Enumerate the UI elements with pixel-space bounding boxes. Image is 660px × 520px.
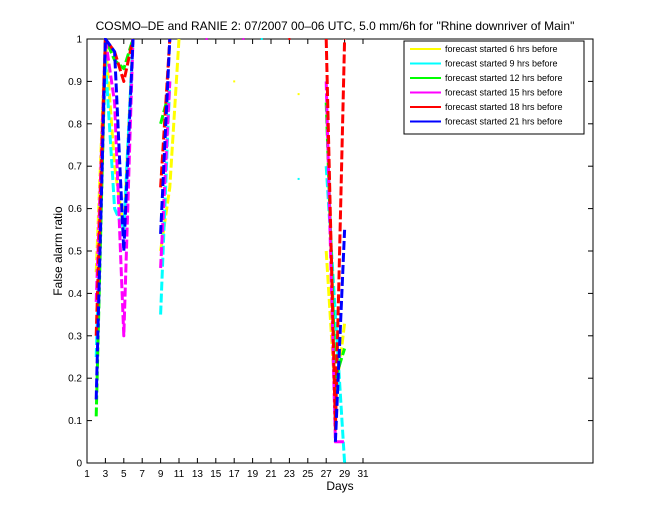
y-tick-label: 0: [76, 459, 82, 470]
series-group: [94, 38, 347, 464]
chart-title: COSMO–DE and RANIE 2: 07/2007 00–06 UTC,…: [96, 19, 575, 33]
x-tick-label: 21: [265, 469, 277, 480]
y-tick-label: 0.6: [68, 204, 82, 215]
y-tick-label: 1: [76, 35, 82, 46]
x-tick-label: 13: [192, 469, 204, 480]
axis-ticks: 1 3 5 7 9 11 13 15 17 19 21 23 25 27 29 3100.10.20.30.4…: [68, 35, 593, 480]
y-tick-label: 0.1: [68, 416, 82, 427]
series-point: [242, 38, 245, 40]
series-point: [297, 177, 300, 180]
x-tick-label: 5: [121, 469, 127, 480]
series-line: [159, 38, 172, 235]
y-tick-label: 0.2: [68, 374, 82, 385]
series-point: [233, 80, 236, 83]
series-line: [159, 81, 172, 269]
series-line: [159, 38, 181, 252]
x-tick-label: 7: [139, 469, 145, 480]
y-tick-label: 0.8: [68, 119, 82, 130]
x-tick-label: 29: [339, 469, 351, 480]
x-tick-label: 23: [284, 469, 296, 480]
x-axis-label: Days: [326, 479, 353, 493]
series-line: [333, 229, 347, 442]
x-tick-label: 11: [174, 469, 185, 480]
x-tick-label: 25: [302, 469, 314, 480]
legend-label: forecast started 15 hrs before: [445, 88, 563, 98]
x-tick-label: 31: [357, 469, 369, 480]
legend: forecast started 6 hrs before forecast st…: [403, 40, 585, 135]
series-6: [94, 38, 347, 442]
y-tick-label: 0.7: [68, 162, 82, 173]
y-axis-label: False alarm ratio: [51, 206, 65, 296]
series-line: [94, 38, 135, 400]
legend-label: forecast started 21 hrs before: [445, 117, 563, 127]
y-tick-label: 0.5: [68, 247, 82, 258]
y-tick-label: 0.4: [68, 289, 82, 300]
legend-box: [403, 40, 585, 135]
x-tick-label: 9: [158, 469, 164, 480]
data-series: [94, 38, 347, 464]
legend-label: forecast started 12 hrs before: [445, 73, 563, 83]
legend-label: forecast started 18 hrs before: [445, 102, 563, 112]
series-point: [297, 93, 300, 96]
series-point: [288, 38, 291, 40]
y-tick-label: 0.3: [68, 331, 82, 342]
x-tick-label: 27: [321, 469, 333, 480]
series-point: [260, 38, 263, 40]
x-tick-label: 19: [247, 469, 259, 480]
series-point: [205, 38, 208, 40]
x-tick-label: 1: [84, 469, 90, 480]
y-tick-label: 0.9: [68, 77, 82, 88]
legend-label: forecast started 6 hrs before: [445, 44, 558, 54]
x-tick-label: 3: [103, 469, 109, 480]
x-tick-label: 17: [229, 469, 241, 480]
legend-label: forecast started 9 hrs before: [445, 59, 558, 69]
x-tick-label: 15: [210, 469, 222, 480]
